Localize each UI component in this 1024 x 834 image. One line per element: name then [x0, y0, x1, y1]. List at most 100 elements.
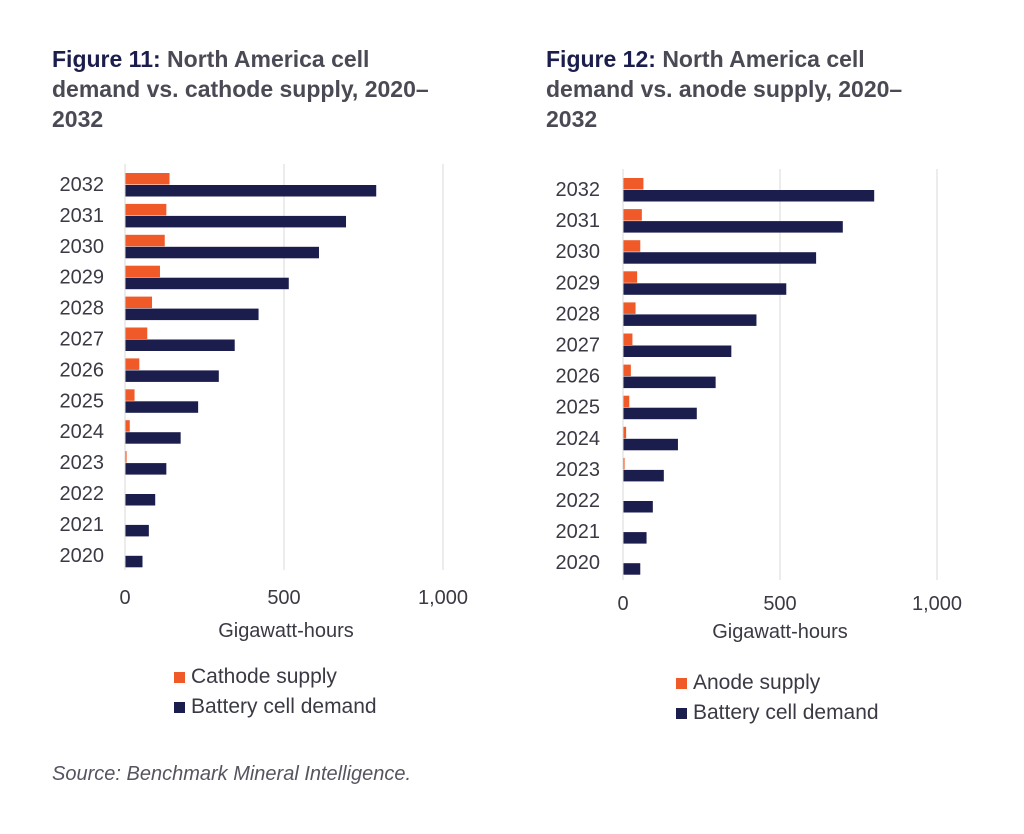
fig12-bar-anode-supply-2028	[623, 302, 636, 314]
figure-12-chart: 0 500 1,000 2032 2031 2030 2029 2028 2027 2026 202…	[556, 169, 962, 643]
legend-label-battery-cell-demand-2: Battery cell demand	[693, 701, 879, 724]
source-note: Source: Benchmark Mineral Intelligence.	[52, 763, 412, 785]
figure-11-title: Figure 11: North America cell demand vs.…	[52, 44, 432, 134]
figure-11-title-text: North America cell demand vs. cathode su…	[52, 46, 429, 132]
fig11-bar-cathode-supply-2030	[125, 234, 165, 247]
fig11-bar-battery-cell-demand-2028	[125, 308, 259, 321]
fig11-bar-battery-cell-demand-2023	[125, 463, 167, 475]
figure-11-chart: 0 500 1,000 2032 2031 2030 2029 2028 2027 2026 202…	[60, 164, 468, 642]
fig11-y-tick-label-2022: 2022	[60, 483, 105, 505]
legend-item-battery-cell-demand-2: Battery cell demand	[676, 698, 879, 728]
fig12-x-tick-label: 500	[763, 593, 796, 615]
fig12-bar-battery-cell-demand-2024	[623, 438, 678, 451]
legend-label-anode-supply: Anode supply	[693, 671, 821, 694]
fig12-bar-battery-cell-demand-2026	[623, 376, 716, 389]
fig11-y-tick-label-2032: 2032	[60, 174, 105, 196]
figure-12-title: Figure 12: North America cell demand vs.…	[546, 44, 926, 134]
legend-label-battery-cell-demand: Battery cell demand	[191, 695, 377, 718]
legend-label-cathode-supply: Cathode supply	[191, 665, 337, 688]
fig11-bar-battery-cell-demand-2030	[125, 246, 319, 259]
fig12-bar-battery-cell-demand-2031	[623, 221, 843, 233]
fig11-y-tick-label-2021: 2021	[60, 514, 105, 536]
fig12-bar-battery-cell-demand-2020	[623, 563, 641, 575]
fig12-x-tick-label: 1,000	[912, 593, 962, 615]
legend-item-anode-supply: Anode supply	[676, 668, 879, 698]
fig11-x-tick-label: 500	[267, 587, 300, 609]
fig11-x-tick-label: 0	[119, 587, 130, 609]
fig11-y-tick-label-2028: 2028	[60, 298, 105, 320]
fig12-bar-anode-supply-2027	[623, 333, 633, 345]
fig11-bar-battery-cell-demand-2021	[125, 524, 149, 537]
fig12-y-tick-label-2022: 2022	[556, 490, 601, 512]
cathode-supply-swatch	[174, 671, 185, 683]
fig12-bar-anode-supply-2032	[623, 178, 644, 190]
fig11-bar-cathode-supply-2028	[125, 296, 153, 309]
fig12-bar-anode-supply-2031	[623, 209, 642, 221]
fig12-x-tick-label: 0	[617, 593, 628, 615]
fig11-y-tick-label-2020: 2020	[60, 545, 105, 567]
fig11-bar-cathode-supply-2027	[125, 327, 148, 339]
fig11-bar-cathode-supply-2024	[125, 420, 130, 432]
fig12-bar-battery-cell-demand-2027	[623, 345, 732, 357]
fig12-bar-battery-cell-demand-2022	[623, 501, 653, 513]
legend-item-cathode-supply: Cathode supply	[174, 662, 377, 692]
fig12-bar-battery-cell-demand-2030	[623, 252, 817, 264]
fig11-y-tick-label-2031: 2031	[60, 205, 105, 227]
fig12-y-tick-label-2032: 2032	[556, 179, 601, 201]
fig12-x-axis-title: Gigawatt-hours	[712, 621, 848, 643]
battery-cell-demand-swatch	[174, 701, 185, 713]
fig11-bar-battery-cell-demand-2024	[125, 432, 181, 444]
figure-12-legend: Anode supply Battery cell demand	[676, 668, 879, 728]
fig12-bar-anode-supply-2025	[623, 395, 630, 408]
fig12-y-tick-label-2021: 2021	[556, 521, 601, 543]
fig11-x-axis-title: Gigawatt-hours	[218, 620, 354, 642]
fig11-bar-battery-cell-demand-2026	[125, 370, 219, 382]
fig12-y-tick-label-2029: 2029	[556, 272, 601, 294]
fig11-bar-cathode-supply-2029	[125, 265, 160, 278]
fig11-bar-cathode-supply-2026	[125, 358, 140, 370]
fig12-bar-anode-supply-2026	[623, 364, 631, 377]
fig12-y-tick-label-2025: 2025	[556, 397, 601, 419]
figure-11-number: Figure 11:	[52, 46, 161, 72]
fig11-y-tick-label-2030: 2030	[60, 236, 105, 258]
fig11-bar-battery-cell-demand-2025	[125, 401, 199, 413]
fig12-bar-battery-cell-demand-2023	[623, 469, 664, 482]
anode-supply-swatch	[676, 677, 687, 689]
fig12-y-tick-label-2020: 2020	[556, 552, 601, 574]
fig11-y-tick-label-2029: 2029	[60, 267, 105, 289]
fig11-bar-cathode-supply-2032	[125, 173, 170, 185]
fig11-y-tick-label-2023: 2023	[60, 452, 105, 474]
fig12-y-tick-label-2030: 2030	[556, 241, 601, 263]
fig12-y-tick-label-2026: 2026	[556, 366, 601, 388]
figure-12-title-text: North America cell demand vs. anode supp…	[546, 46, 903, 132]
fig12-bar-battery-cell-demand-2021	[623, 532, 647, 544]
fig12-y-tick-label-2028: 2028	[556, 303, 601, 325]
fig11-bar-cathode-supply-2025	[125, 389, 135, 401]
figure-12-number: Figure 12:	[546, 46, 656, 72]
fig11-bar-battery-cell-demand-2022	[125, 494, 156, 506]
fig11-bar-battery-cell-demand-2027	[125, 339, 235, 351]
fig12-bar-battery-cell-demand-2028	[623, 314, 757, 326]
fig11-y-tick-label-2025: 2025	[60, 390, 105, 412]
fig12-bar-anode-supply-2023	[623, 457, 625, 470]
fig11-bar-cathode-supply-2031	[125, 203, 167, 216]
fig12-bar-battery-cell-demand-2032	[623, 190, 875, 202]
fig12-bar-battery-cell-demand-2029	[623, 283, 787, 295]
fig12-bar-anode-supply-2024	[623, 426, 627, 439]
fig11-y-tick-label-2024: 2024	[60, 421, 105, 443]
fig12-bar-anode-supply-2029	[623, 271, 638, 283]
fig11-x-tick-label: 1,000	[418, 587, 468, 609]
fig11-y-tick-label-2026: 2026	[60, 359, 105, 381]
figure-11-legend: Cathode supply Battery cell demand	[174, 662, 377, 722]
fig12-y-tick-label-2031: 2031	[556, 210, 601, 232]
legend-item-battery-cell-demand: Battery cell demand	[174, 692, 377, 722]
fig11-bar-cathode-supply-2023	[125, 451, 127, 463]
fig11-y-tick-label-2027: 2027	[60, 329, 105, 351]
fig12-y-tick-label-2024: 2024	[556, 428, 601, 450]
fig12-y-tick-label-2023: 2023	[556, 459, 601, 481]
fig11-bar-battery-cell-demand-2020	[125, 555, 143, 568]
battery-cell-demand-swatch-2	[676, 707, 687, 719]
fig11-bar-battery-cell-demand-2031	[125, 215, 347, 228]
fig12-bar-anode-supply-2030	[623, 240, 641, 252]
fig12-bar-battery-cell-demand-2025	[623, 407, 697, 420]
